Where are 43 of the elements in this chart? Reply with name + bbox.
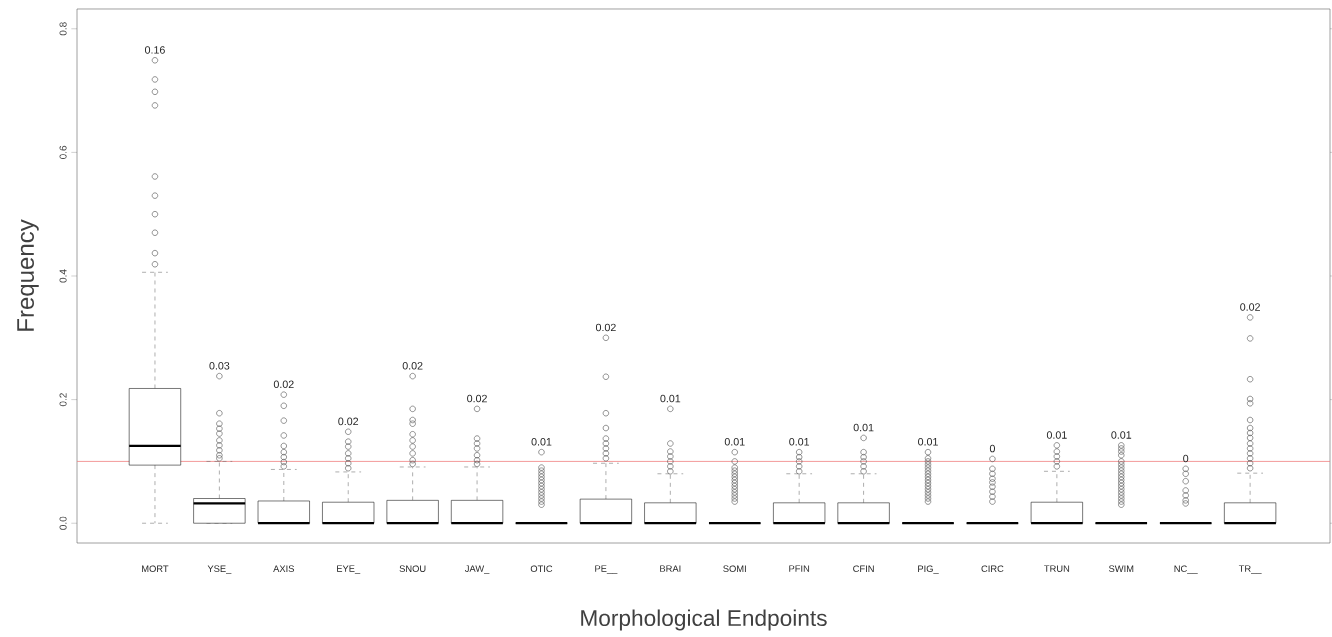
annotation: 0.02 bbox=[273, 380, 294, 389]
annotation: 0 bbox=[989, 444, 995, 453]
x-tick-label: TR__ bbox=[1238, 565, 1262, 574]
annotation: 0.01 bbox=[1046, 431, 1067, 439]
x-tick-label: NC__ bbox=[1174, 565, 1198, 574]
x-tick-label: PIG_ bbox=[918, 565, 939, 574]
annotation: 0.01 bbox=[789, 438, 810, 446]
x-tick-label: SNOU bbox=[399, 565, 426, 572]
y-tick-label: 0.6 bbox=[59, 145, 67, 159]
x-tick-label: BRAI bbox=[660, 565, 681, 572]
x-tick-label: MORT bbox=[142, 565, 169, 572]
x-tick-label: YSE_ bbox=[207, 565, 232, 574]
annotation: 0.01 bbox=[660, 394, 681, 403]
x-tick-label: JAW_ bbox=[464, 565, 490, 574]
x-axis-title: Morphological Endpoints bbox=[581, 609, 827, 631]
y-axis-title: Frequency bbox=[17, 219, 39, 331]
annotation: 0.03 bbox=[209, 361, 230, 370]
annotation: 0.01 bbox=[724, 438, 745, 446]
y-tick-label: 0.4 bbox=[59, 269, 67, 283]
annotation: 0.01 bbox=[1111, 431, 1132, 439]
y-tick-label: 0.8 bbox=[59, 22, 67, 36]
annotation: 0.01 bbox=[531, 438, 552, 446]
x-tick-label: PE__ bbox=[595, 565, 618, 574]
annotation: 0.02 bbox=[1240, 303, 1260, 311]
y-tick-label: 0.2 bbox=[59, 393, 67, 407]
annotation: 0.02 bbox=[338, 417, 359, 426]
x-tick-label: EYE_ bbox=[337, 565, 361, 574]
x-tick-label: PFIN bbox=[789, 565, 810, 572]
annotation: 0.02 bbox=[402, 361, 423, 370]
x-tick-label: AXIS bbox=[273, 565, 294, 572]
x-tick-label: SOMI bbox=[723, 565, 746, 572]
annotation: 0 bbox=[1183, 454, 1189, 463]
x-tick-label: CIRC bbox=[981, 565, 1004, 572]
y-tick-label: 0.0 bbox=[59, 516, 67, 530]
annotation: 0.01 bbox=[853, 423, 874, 432]
annotation: 0.01 bbox=[918, 438, 938, 446]
annotation: 0.02 bbox=[595, 323, 616, 332]
x-tick-label: TRUN bbox=[1044, 565, 1070, 572]
x-tick-label: SWIM bbox=[1109, 565, 1134, 572]
x-tick-label: CFIN bbox=[853, 565, 874, 572]
x-tick-label: OTIC bbox=[530, 565, 553, 572]
annotation: 0.02 bbox=[467, 394, 487, 403]
annotation: 0.16 bbox=[144, 46, 165, 54]
